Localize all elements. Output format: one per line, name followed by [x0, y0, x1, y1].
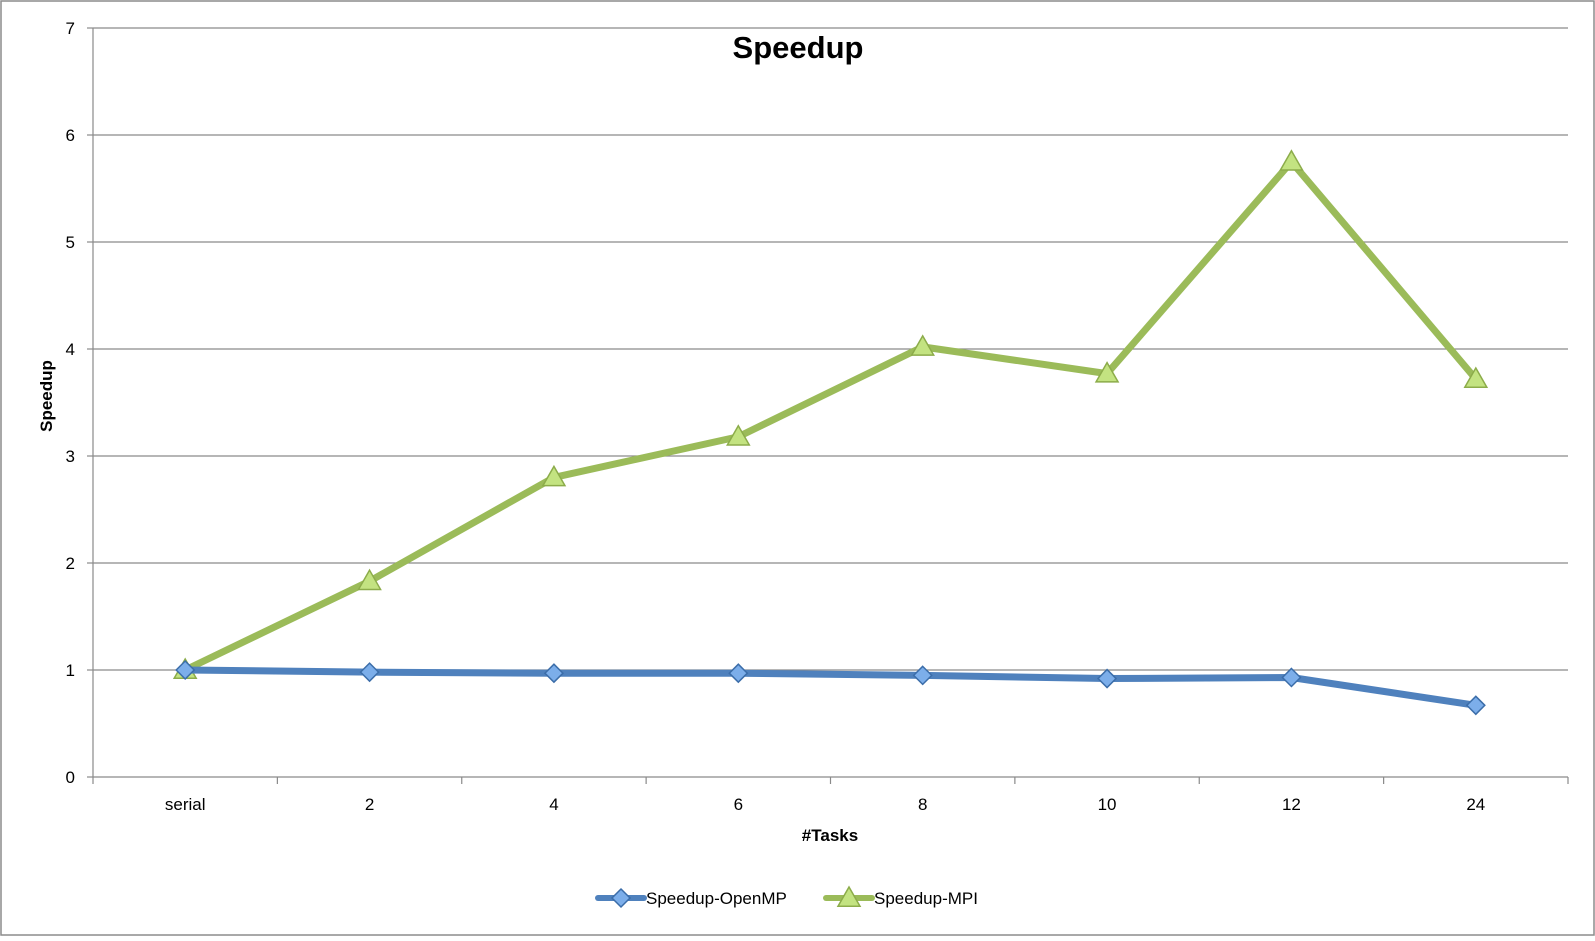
data-point	[728, 663, 749, 684]
y-axis-label: Speedup	[37, 360, 56, 432]
data-point	[1097, 668, 1118, 689]
data-point	[1094, 361, 1120, 383]
y-tick-label: 2	[66, 554, 75, 573]
legend-entry: Speedup-OpenMP	[595, 887, 787, 909]
data-point	[359, 662, 380, 683]
y-tick-label: 1	[66, 661, 75, 680]
data-point	[175, 659, 196, 681]
legend-swatch-marker	[610, 887, 632, 909]
legend-label: Speedup-OpenMP	[646, 889, 787, 908]
data-point	[1465, 695, 1486, 716]
data-point	[1463, 366, 1489, 388]
x-tick-label: 4	[549, 795, 558, 814]
chart-title: Speedup	[733, 30, 864, 65]
x-tick-label: 8	[918, 795, 927, 814]
data-point	[543, 663, 564, 684]
y-tick-label: 6	[66, 126, 75, 145]
data-point	[541, 464, 567, 487]
series-line	[181, 666, 1480, 709]
x-tick-label: 24	[1466, 795, 1485, 814]
x-tick-label: serial	[165, 795, 206, 814]
y-tick-label: 5	[66, 233, 75, 252]
x-tick-label: 6	[734, 795, 743, 814]
series-line	[181, 158, 1480, 674]
legend: Speedup-OpenMP Speedup-MPI	[595, 885, 978, 909]
legend-swatch-marker	[836, 885, 862, 907]
data-point	[726, 424, 751, 446]
y-tick-label: 7	[66, 19, 75, 38]
y-tick-label: 3	[66, 447, 75, 466]
x-tick-label: 10	[1098, 795, 1117, 814]
y-tick-label: 4	[66, 340, 75, 359]
data-point	[1281, 667, 1302, 688]
gridlines	[93, 27, 1568, 671]
series-speedup-openmp	[175, 659, 1486, 716]
data-point	[912, 665, 933, 686]
data-point	[1279, 149, 1304, 171]
x-tick-label: 2	[365, 795, 374, 814]
data-point	[357, 568, 382, 591]
y-tick-label: 0	[66, 768, 75, 787]
data-point	[910, 334, 935, 356]
series	[172, 149, 1489, 716]
legend-entry: Speedup-MPI	[823, 885, 978, 908]
legend-label: Speedup-MPI	[874, 889, 978, 908]
x-axis-label: #Tasks	[802, 826, 858, 845]
x-tick-label: 12	[1282, 795, 1301, 814]
